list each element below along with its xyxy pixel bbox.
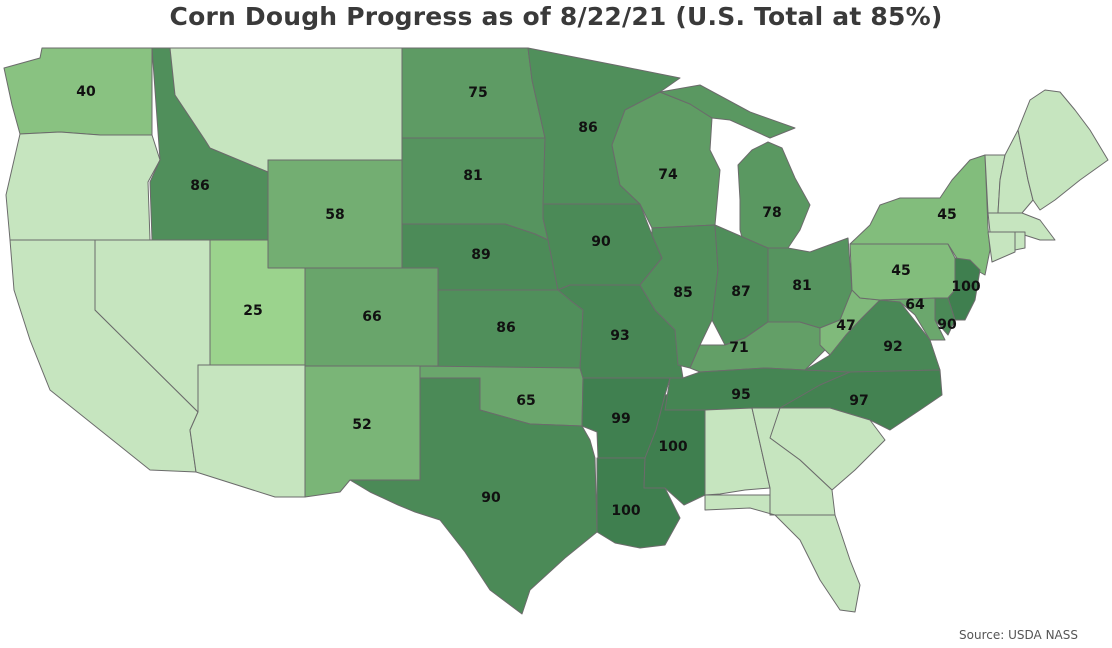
state-value-label-wv: 47 [836,318,855,334]
state-md[interactable] [879,297,946,341]
state-value-label-pa: 45 [891,263,910,279]
state-value-label-va: 92 [883,339,902,355]
state-ri[interactable] [1014,231,1026,251]
source-note: Source: USDA NASS [959,628,1078,642]
state-value-label-co: 66 [362,309,381,325]
state-ct[interactable] [987,231,1016,263]
state-az[interactable] [189,364,306,498]
state-value-label-id: 86 [190,178,209,194]
state-value-label-wi: 74 [658,167,678,183]
state-value-label-il: 85 [673,285,692,301]
state-value-label-in: 87 [731,284,750,300]
state-value-label-la: 100 [611,503,640,519]
state-nc[interactable] [779,369,943,431]
state-va[interactable] [804,299,941,373]
state-value-label-tx: 90 [481,490,501,506]
state-value-label-md: 64 [905,297,925,313]
state-value-label-wy: 58 [325,207,344,223]
state-value-label-nd: 75 [468,85,487,101]
state-value-label-nc: 97 [849,393,868,409]
state-value-label-mn: 86 [578,120,597,136]
state-value-label-ia: 90 [591,234,611,250]
state-tx[interactable] [349,377,598,615]
map-title: Corn Dough Progress as of 8/22/21 (U.S. … [169,2,943,31]
state-value-label-ne: 89 [471,247,490,263]
state-nj[interactable] [947,257,981,321]
state-me[interactable] [1017,89,1109,211]
state-value-label-ks: 86 [496,320,515,336]
state-value-label-ms: 100 [658,439,687,455]
state-value-label-sd: 81 [463,168,482,184]
state-value-label-mi: 78 [762,205,781,221]
state-value-label-ny: 45 [937,207,956,223]
state-value-label-mo: 93 [610,328,629,344]
state-value-label-nj: 100 [951,279,980,295]
state-value-label-ut: 25 [243,303,262,319]
state-or[interactable] [5,131,161,241]
state-value-label-oh: 81 [792,278,811,294]
state-value-label-ar: 99 [611,411,630,427]
state-value-label-tn: 95 [731,387,750,403]
state-ky[interactable] [689,321,831,373]
state-value-label-nm: 52 [352,417,371,433]
state-fl[interactable] [704,494,861,613]
state-value-label-wa: 40 [76,84,96,100]
state-value-label-ky: 71 [729,340,748,356]
state-value-label-de: 90 [937,317,957,333]
state-value-label-ok: 65 [516,393,535,409]
